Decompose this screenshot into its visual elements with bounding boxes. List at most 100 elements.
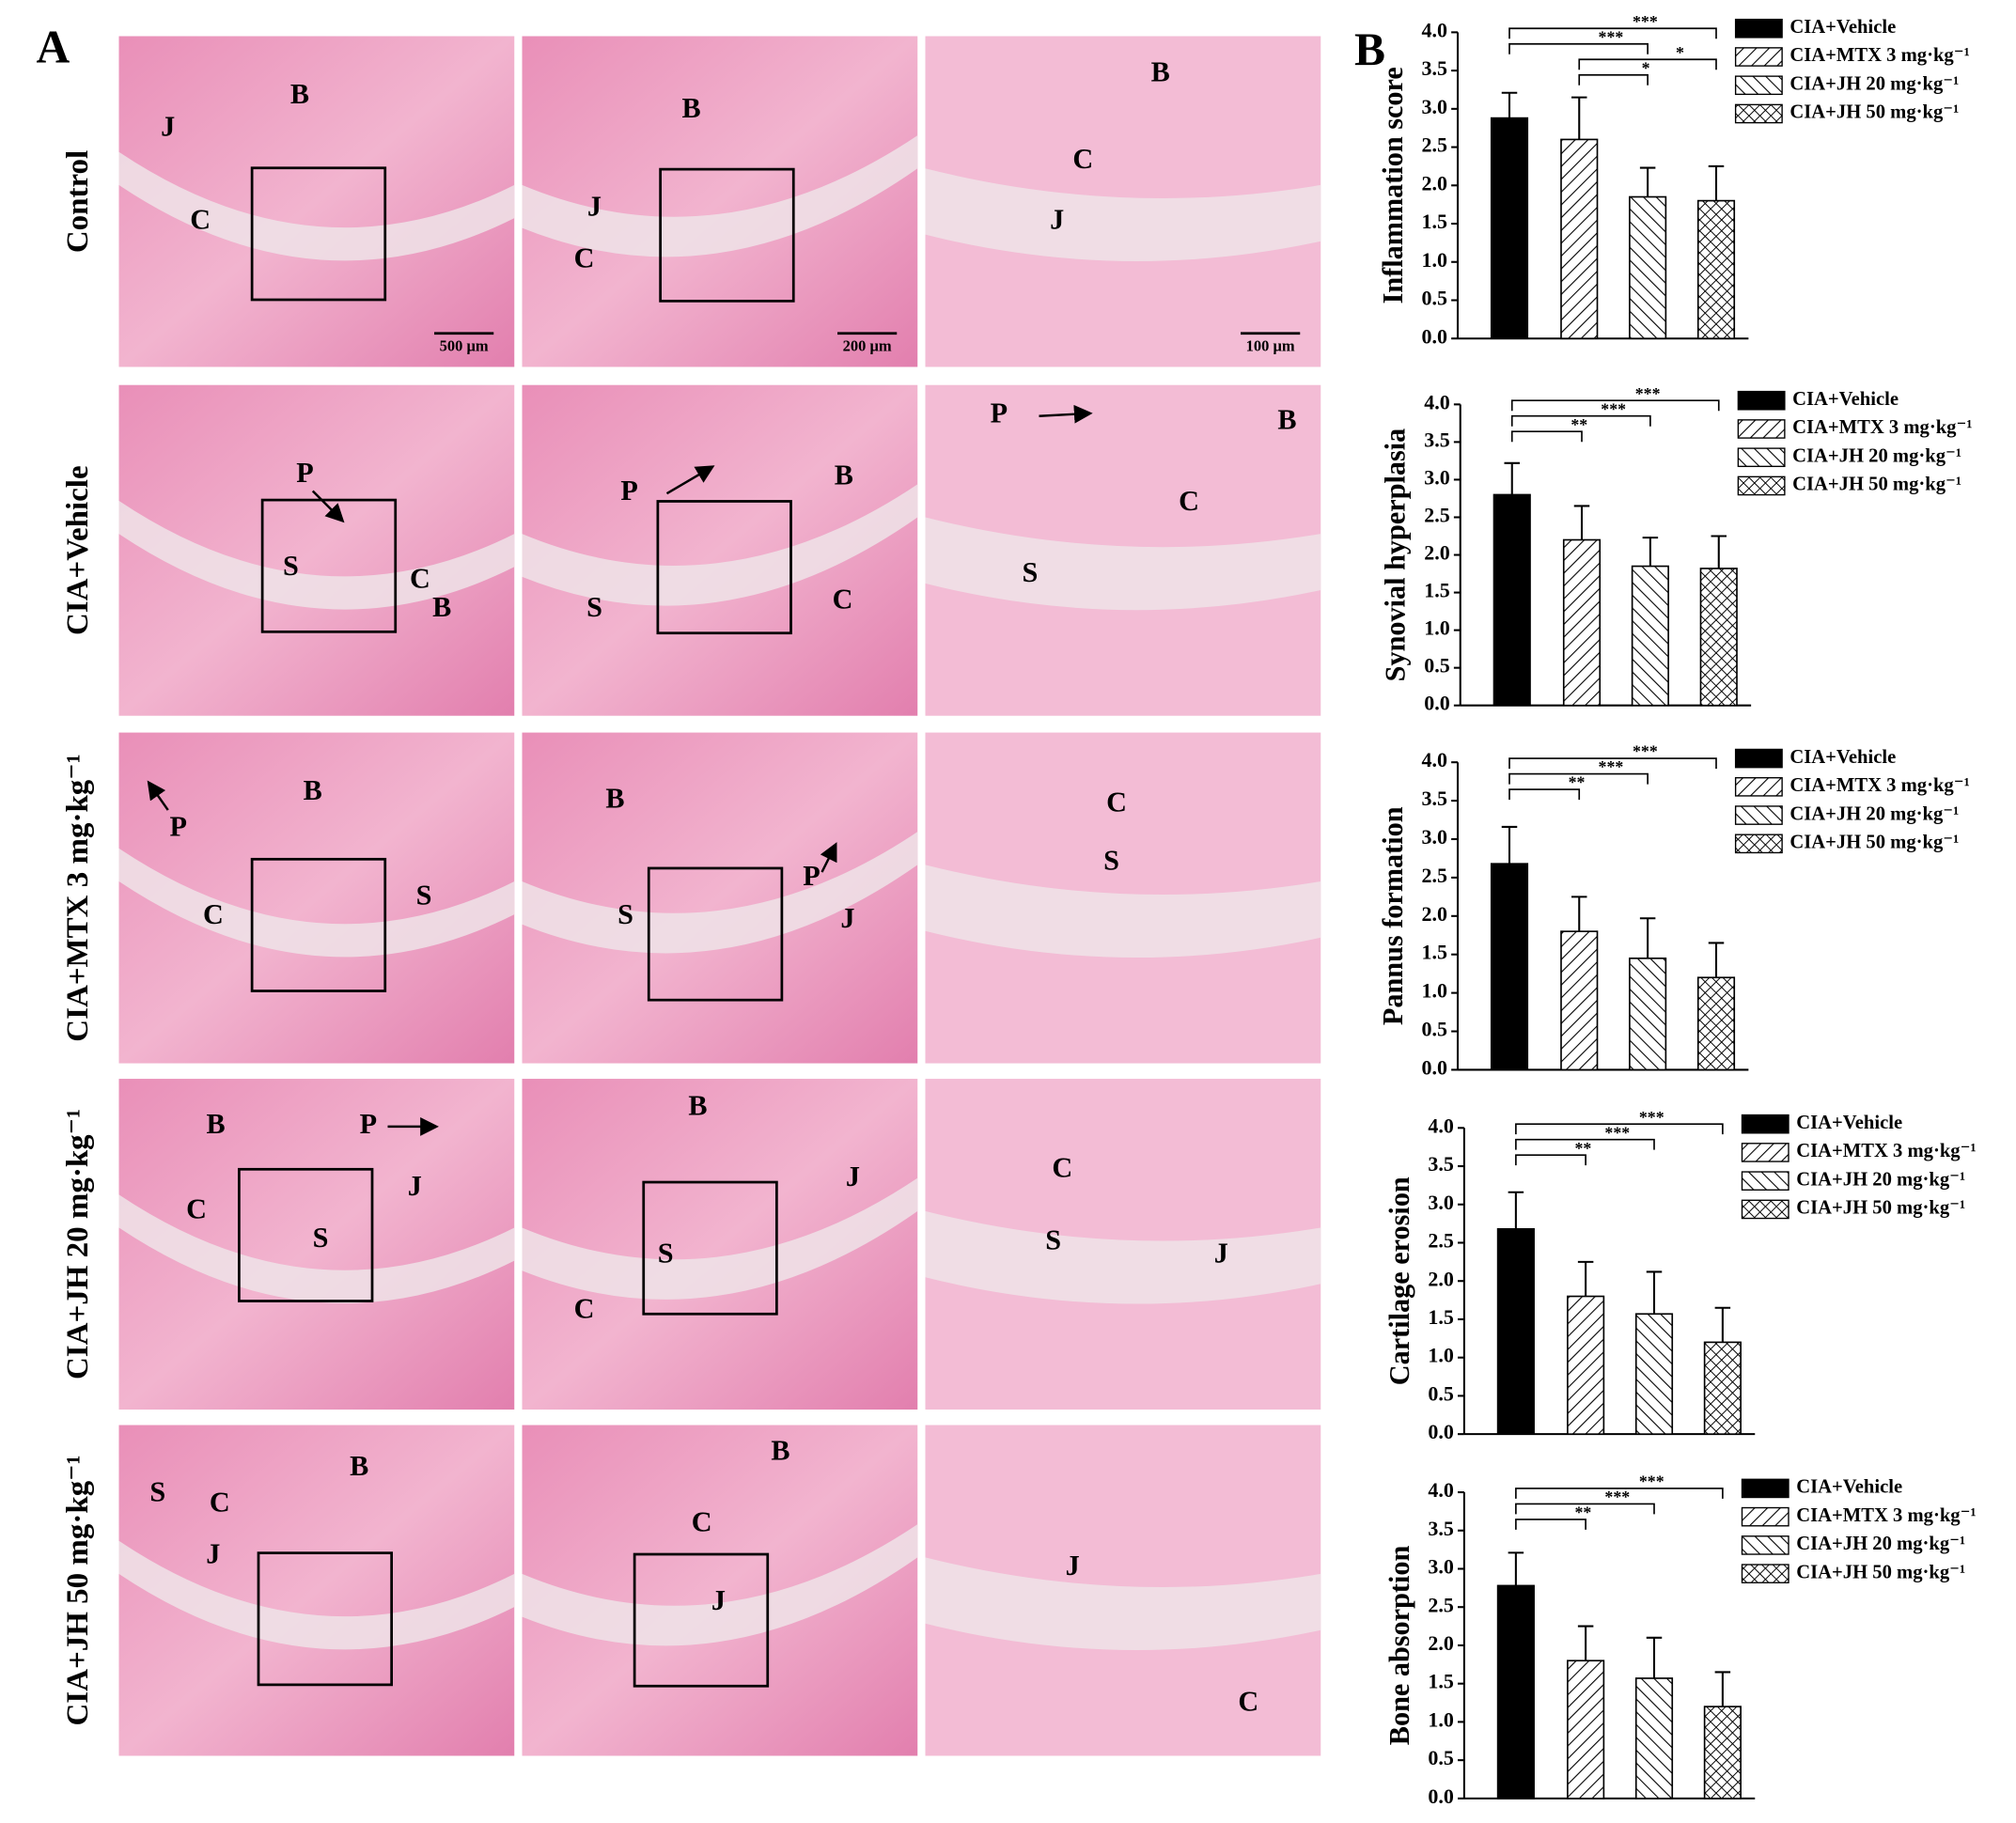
bar bbox=[1629, 195, 1667, 340]
bar bbox=[1560, 138, 1599, 340]
legend-label: CIA+JH 20 mg·kg⁻¹ bbox=[1789, 73, 1959, 94]
tissue-label: C bbox=[692, 1505, 712, 1537]
tissue-label: B bbox=[304, 774, 322, 806]
legend-swatch bbox=[1737, 419, 1786, 439]
tissue-gap bbox=[522, 1177, 918, 1300]
bar bbox=[1492, 493, 1531, 707]
y-tick-label: 0.0 bbox=[1428, 1420, 1453, 1443]
significance-label: *** bbox=[1604, 1488, 1630, 1506]
significance-bracket bbox=[1515, 1123, 1724, 1135]
significance-label: *** bbox=[1599, 757, 1624, 776]
y-tick-label: 2.5 bbox=[1428, 1593, 1453, 1616]
y-tick-label: 0.5 bbox=[1422, 1018, 1447, 1041]
significance-bracket bbox=[1515, 1488, 1724, 1499]
tissue-label: P bbox=[296, 457, 313, 489]
legend-label: CIA+MTX 3 mg·kg⁻¹ bbox=[1792, 417, 1972, 438]
tissue-gap bbox=[522, 832, 918, 954]
significance-bracket bbox=[1508, 772, 1649, 785]
tissue-gap bbox=[118, 848, 515, 958]
bar bbox=[1562, 538, 1602, 707]
tissue-label: S bbox=[586, 591, 602, 623]
zoom-box bbox=[656, 500, 792, 635]
tissue-label: S bbox=[1022, 556, 1038, 588]
legend-label: CIA+JH 20 mg·kg⁻¹ bbox=[1792, 445, 1961, 466]
y-tick-label: 2.0 bbox=[1422, 902, 1447, 926]
tissue-label: S bbox=[1103, 844, 1119, 876]
tissue-label: C bbox=[186, 1193, 207, 1225]
legend-swatch bbox=[1741, 1171, 1789, 1191]
panel-label: A bbox=[36, 21, 70, 72]
significance-label: *** bbox=[1639, 1108, 1664, 1127]
y-tick-label: 1.0 bbox=[1428, 1707, 1453, 1731]
y-axis-label: Pannus formation bbox=[1377, 806, 1409, 1025]
y-tick-label: 3.5 bbox=[1428, 1517, 1453, 1540]
significance-bracket bbox=[1515, 1138, 1655, 1150]
legend-swatch bbox=[1741, 1478, 1789, 1499]
significance-bracket bbox=[1510, 414, 1651, 427]
zoom-box bbox=[647, 866, 784, 1002]
y-tick-label: 0.0 bbox=[1422, 1055, 1447, 1079]
legend-label: CIA+MTX 3 mg·kg⁻¹ bbox=[1789, 45, 1969, 66]
tissue-label: P bbox=[620, 475, 637, 506]
row-label: Control bbox=[61, 150, 95, 253]
legend-swatch bbox=[1737, 447, 1786, 468]
row-label: CIA+JH 20 mg·kg⁻¹ bbox=[61, 1109, 95, 1379]
row-label: CIA+Vehicle bbox=[61, 465, 95, 635]
bar bbox=[1696, 199, 1736, 340]
y-axis-label: Bone absorption bbox=[1383, 1546, 1415, 1746]
y-tick-label: 2.5 bbox=[1428, 1229, 1453, 1253]
legend-swatch bbox=[1734, 748, 1783, 769]
tissue-label: C bbox=[574, 1292, 595, 1324]
tissue-label: J bbox=[1214, 1237, 1228, 1269]
bar bbox=[1560, 930, 1599, 1071]
significance-bracket bbox=[1578, 73, 1649, 86]
scale-bar-label: 200 μm bbox=[843, 337, 892, 355]
legend-label: CIA+JH 50 mg·kg⁻¹ bbox=[1796, 1198, 1965, 1219]
tissue-label: P bbox=[360, 1108, 377, 1140]
tissue-label: J bbox=[1066, 1550, 1080, 1581]
y-tick-label: 0.0 bbox=[1424, 692, 1449, 715]
tissue-label: C bbox=[833, 584, 853, 615]
tissue-label: C bbox=[1179, 485, 1199, 517]
significance-label: *** bbox=[1599, 27, 1624, 46]
legend-label: CIA+JH 50 mg·kg⁻¹ bbox=[1796, 1562, 1965, 1582]
y-tick-label: 0.5 bbox=[1428, 1381, 1453, 1405]
zoom-box bbox=[238, 1167, 374, 1302]
zoom-box bbox=[260, 498, 398, 633]
y-tick-label: 4.0 bbox=[1422, 748, 1447, 771]
legend-swatch bbox=[1737, 390, 1786, 411]
y-tick-label: 4.0 bbox=[1422, 18, 1447, 41]
tissue-label: B bbox=[1277, 404, 1296, 436]
y-tick-label: 3.0 bbox=[1428, 1191, 1453, 1214]
y-tick-label: 1.5 bbox=[1428, 1305, 1453, 1329]
legend-swatch bbox=[1741, 1506, 1789, 1527]
y-tick-label: 1.5 bbox=[1422, 210, 1447, 233]
tissue-gap bbox=[522, 484, 918, 606]
arrow bbox=[311, 490, 345, 523]
y-tick-label: 1.0 bbox=[1422, 979, 1447, 1003]
tissue-label: B bbox=[1151, 56, 1170, 88]
tissue-label: C bbox=[574, 242, 595, 274]
tissue-label: J bbox=[587, 191, 602, 223]
significance-bracket bbox=[1510, 430, 1583, 443]
arrow bbox=[1039, 404, 1093, 424]
significance-label: *** bbox=[1639, 1472, 1664, 1490]
tissue-label: B bbox=[835, 460, 853, 491]
y-tick-label: 2.0 bbox=[1428, 1631, 1453, 1655]
legend-swatch bbox=[1734, 18, 1783, 39]
significance-bracket bbox=[1578, 58, 1717, 70]
tissue-gap bbox=[925, 1557, 1321, 1650]
bar bbox=[1496, 1228, 1535, 1435]
tissue-gap bbox=[522, 1524, 918, 1646]
tissue-gap bbox=[925, 168, 1321, 261]
y-tick-label: 2.5 bbox=[1422, 864, 1447, 887]
tissue-gap bbox=[925, 1210, 1321, 1304]
zoom-box bbox=[250, 166, 387, 302]
y-tick-label: 0.5 bbox=[1422, 287, 1447, 310]
y-tick-label: 2.0 bbox=[1422, 171, 1447, 195]
y-tick-label: 2.0 bbox=[1428, 1267, 1453, 1290]
tissue-label: B bbox=[682, 92, 701, 124]
significance-label: * bbox=[1642, 58, 1650, 77]
tissue-label: J bbox=[1050, 203, 1064, 235]
tissue-label: S bbox=[617, 898, 633, 930]
